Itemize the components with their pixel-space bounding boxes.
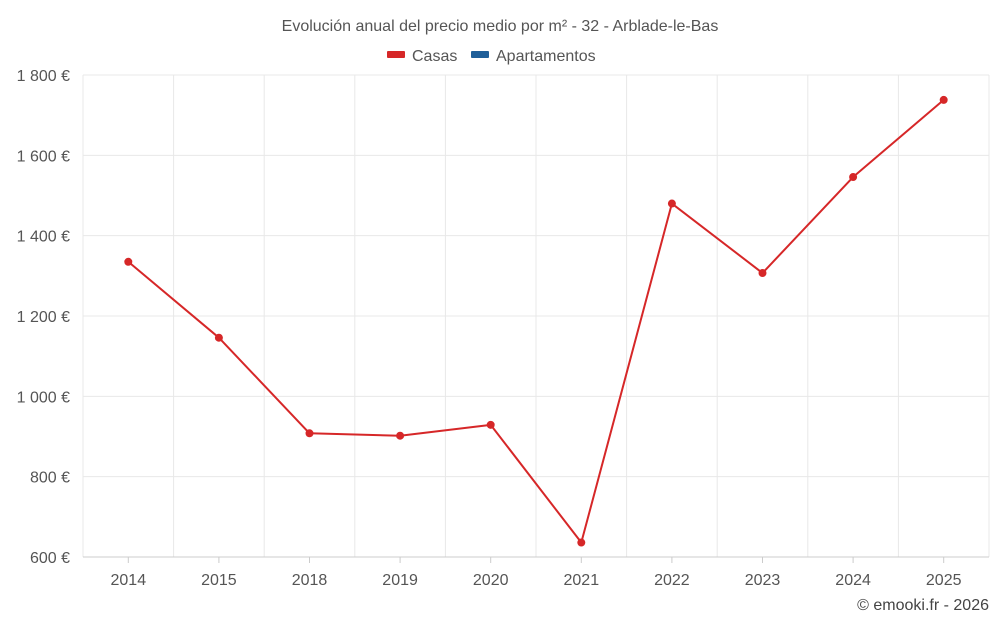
data-point-casas-2022[interactable] <box>667 199 676 208</box>
y-tick-label: 1 400 € <box>17 229 70 246</box>
y-tick-label: 600 € <box>30 550 70 567</box>
y-tick-label: 1 800 € <box>17 68 70 85</box>
y-tick-label: 1 200 € <box>17 309 70 326</box>
legend-swatch-apartamentos <box>471 51 489 58</box>
x-tick-label: 2024 <box>835 572 871 589</box>
series-layer <box>124 95 948 547</box>
x-tick-label: 2015 <box>201 572 237 589</box>
x-tick-label: 2022 <box>654 572 690 589</box>
axes: 600 € 800 € 1 000 € 1 200 € 1 400 € 1 600 € 1 … <box>17 68 989 589</box>
data-point-casas-2020[interactable] <box>486 420 495 429</box>
data-point-casas-2021[interactable] <box>577 538 586 547</box>
y-tick-label: 800 € <box>30 470 70 487</box>
y-tick-label: 1 600 € <box>17 148 70 165</box>
x-tick-label: 2014 <box>111 572 147 589</box>
chart-title: Evolución anual del precio medio por m² … <box>282 18 719 35</box>
data-point-casas-2015[interactable] <box>214 333 223 342</box>
x-tick-label: 2019 <box>382 572 418 589</box>
legend-label-casas: Casas <box>412 48 457 65</box>
legend-swatch-casas <box>387 51 405 58</box>
x-tick-label: 2021 <box>564 572 600 589</box>
credit-text: © emooki.fr - 2026 <box>857 597 989 614</box>
grid <box>82 74 990 557</box>
data-point-casas-2024[interactable] <box>849 173 858 182</box>
data-point-casas-2014[interactable] <box>124 257 133 266</box>
data-point-casas-2025[interactable] <box>939 95 948 104</box>
y-tick-label: 1 000 € <box>17 389 70 406</box>
legend-label-apartamentos: Apartamentos <box>496 48 596 65</box>
data-point-casas-2019[interactable] <box>396 431 405 440</box>
legend-item-casas[interactable]: Casas <box>387 48 457 65</box>
series-line-casas <box>127 99 945 544</box>
x-tick-label: 2025 <box>926 572 962 589</box>
x-tick-label: 2020 <box>473 572 509 589</box>
data-point-casas-2018[interactable] <box>305 429 314 438</box>
legend[interactable]: Casas Apartamentos <box>387 48 596 65</box>
legend-item-apartamentos[interactable]: Apartamentos <box>471 48 596 65</box>
x-tick-label: 2023 <box>745 572 781 589</box>
data-point-casas-2023[interactable] <box>758 269 767 278</box>
x-tick-label: 2018 <box>292 572 328 589</box>
